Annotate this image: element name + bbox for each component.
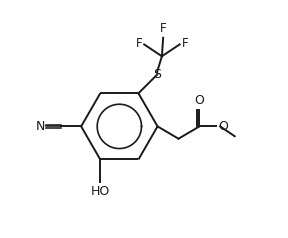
Text: S: S <box>153 68 161 81</box>
Text: O: O <box>218 120 228 133</box>
Text: F: F <box>136 37 142 50</box>
Text: O: O <box>194 94 204 107</box>
Text: F: F <box>182 37 188 50</box>
Text: N: N <box>35 120 45 133</box>
Text: F: F <box>160 22 166 35</box>
Text: HO: HO <box>91 185 110 198</box>
